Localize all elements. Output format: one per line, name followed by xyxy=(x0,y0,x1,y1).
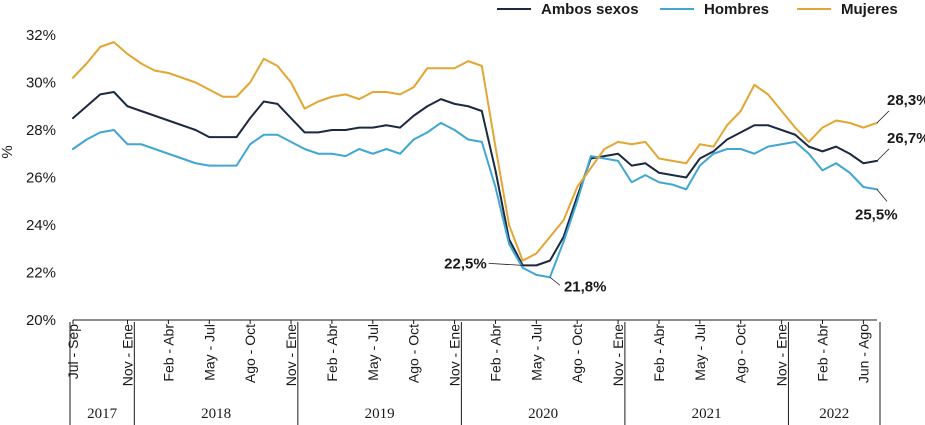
x-tick-label: Nov - Ene xyxy=(283,324,299,386)
legend-label: Hombres xyxy=(704,1,769,18)
annotation-label: 26,7% xyxy=(887,130,925,147)
annotation-leader xyxy=(876,148,890,162)
legend-label: Ambos sexos xyxy=(541,1,639,18)
year-label: 2021 xyxy=(692,406,722,422)
annotation-label: 22,5% xyxy=(444,255,487,272)
annotations: 28,3% 26,7% 25,5% 22,5% 21,8% xyxy=(444,92,925,295)
series-line-mujeres xyxy=(72,41,878,262)
y-tick-label: 22% xyxy=(26,265,56,282)
x-tick-label: Feb - Abr xyxy=(324,324,340,382)
annotation-leader xyxy=(876,189,888,202)
annotation-label: 25,5% xyxy=(855,206,898,223)
x-tick-label: Nov - Ene xyxy=(774,324,790,386)
series-line-ambos-sexos xyxy=(72,91,878,267)
x-tick-label: Feb - Abr xyxy=(814,324,830,382)
legend: Ambos sexos Hombres Mujeres xyxy=(497,1,898,18)
x-tick-label: Ago - Oct xyxy=(569,324,585,383)
x-tick-label: Nov - Ene xyxy=(447,324,463,386)
x-tick-label: May - Jul xyxy=(365,324,381,381)
x-tick-label: Feb - Abr xyxy=(160,324,176,382)
x-tick-label: Ago - Oct xyxy=(242,324,258,383)
y-axis-label: % xyxy=(0,145,16,158)
x-tick-label: Feb - Abr xyxy=(487,324,503,382)
y-tick-label: 30% xyxy=(26,75,56,92)
x-tick-label: Ago - Oct xyxy=(733,324,749,383)
year-label: 2020 xyxy=(528,406,558,422)
series-lines xyxy=(72,41,878,279)
x-tick-label: Feb - Abr xyxy=(651,324,667,382)
axes: 20% 22% 24% 26% 28% 30% 32%% Jul - Sep Nov - Ene… xyxy=(0,27,881,425)
x-tick-label: May - Jul xyxy=(201,324,217,381)
annotation-leader xyxy=(876,110,890,124)
year-label: 2018 xyxy=(201,406,231,422)
year-label: 2022 xyxy=(819,406,849,422)
annotation-label: 21,8% xyxy=(564,278,607,295)
annotation-leader xyxy=(549,276,561,286)
x-tick-label: Nov - Ene xyxy=(610,324,626,386)
y-tick-label: 24% xyxy=(26,217,56,234)
x-tick-label: May - Jul xyxy=(528,324,544,381)
year-label: 2019 xyxy=(365,406,395,422)
y-tick-label: 26% xyxy=(26,170,56,187)
annotation-label: 28,3% xyxy=(887,92,925,109)
x-tick-label: Jun - Ago xyxy=(855,324,871,383)
series-line-hombres xyxy=(72,121,878,279)
year-label: 2017 xyxy=(87,406,118,422)
x-tick-label: May - Jul xyxy=(692,324,708,381)
annotation-leader xyxy=(488,262,523,266)
x-tick-label: Ago - Oct xyxy=(406,324,422,383)
x-tick-label: Jul - Sep xyxy=(65,324,81,379)
y-tick-label: 32% xyxy=(26,27,56,44)
y-tick-label: 20% xyxy=(26,312,56,329)
legend-label: Mujeres xyxy=(841,1,898,18)
y-tick-label: 28% xyxy=(26,122,56,139)
x-tick-label: Nov - Ene xyxy=(120,324,136,386)
